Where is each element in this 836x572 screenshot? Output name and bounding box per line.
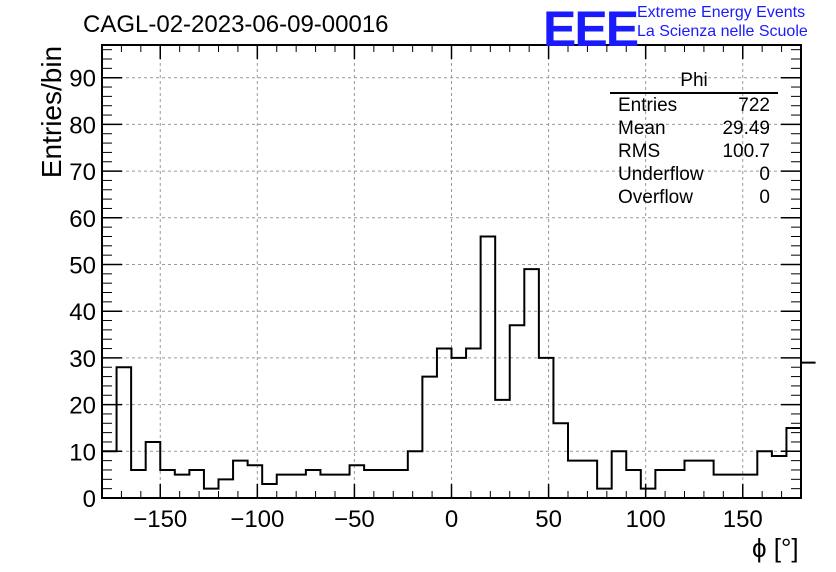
stats-label: Entries <box>618 95 678 116</box>
y-tick-label: 20 <box>69 393 96 420</box>
y-tick-label: 0 <box>83 486 96 513</box>
y-axis-label: Entries/bin <box>36 45 67 179</box>
tick-labels: −150 −100 −50 0 50 100 150 0 10 20 30 40 50 60 70 80 90 <box>69 66 762 533</box>
x-tick-label: 100 <box>626 506 666 533</box>
x-tick-label: 150 <box>723 506 763 533</box>
stats-row-entries: Entries 722 <box>610 94 778 117</box>
x-tick-label: −50 <box>334 506 375 533</box>
stats-value: 0 <box>759 187 770 208</box>
x-tick-label: −100 <box>230 506 284 533</box>
logo-caption-line1: Extreme Energy Events <box>637 4 806 21</box>
stats-value: 722 <box>738 95 770 116</box>
eee-logo: EEE <box>543 1 639 57</box>
stats-label: Overflow <box>618 187 693 208</box>
y-tick-label: 50 <box>69 252 96 279</box>
histogram-series <box>102 235 816 490</box>
y-tick-label: 70 <box>69 159 96 186</box>
x-axis-label: ϕ [°] <box>752 533 799 563</box>
stats-title: Phi <box>610 70 778 94</box>
stats-label: Underflow <box>618 164 704 185</box>
stats-row-rms: RMS 100.7 <box>610 140 778 163</box>
stats-label: Mean <box>618 118 666 139</box>
y-tick-label: 60 <box>69 206 96 233</box>
stats-row-mean: Mean 29.49 <box>610 117 778 140</box>
y-tick-label: 40 <box>69 299 96 326</box>
stats-value: 0 <box>759 164 770 185</box>
stats-value: 100.7 <box>722 141 770 162</box>
chart-title: CAGL-02-2023-06-09-00016 <box>83 11 389 38</box>
logo-caption: Extreme Energy Events La Scienza nelle S… <box>637 3 808 41</box>
logo-caption-line2: La Scienza nelle Scuole <box>637 23 808 40</box>
grid-lines <box>102 45 801 498</box>
stats-label: RMS <box>618 141 661 162</box>
y-tick-label: 30 <box>69 346 96 373</box>
x-tick-label: 50 <box>535 506 562 533</box>
stats-box: Phi Entries 722 Mean 29.49 RMS 100.7 Und… <box>610 70 778 209</box>
plot-frame <box>101 44 802 499</box>
y-tick-label: 80 <box>69 112 96 139</box>
stats-value: 29.49 <box>722 118 770 139</box>
y-tick-label: 90 <box>69 66 96 93</box>
stats-row-overflow: Overflow 0 <box>610 186 778 209</box>
y-tick-label: 10 <box>69 439 96 466</box>
x-tick-label: 0 <box>445 506 458 533</box>
stats-row-underflow: Underflow 0 <box>610 163 778 186</box>
x-tick-label: −150 <box>133 506 187 533</box>
